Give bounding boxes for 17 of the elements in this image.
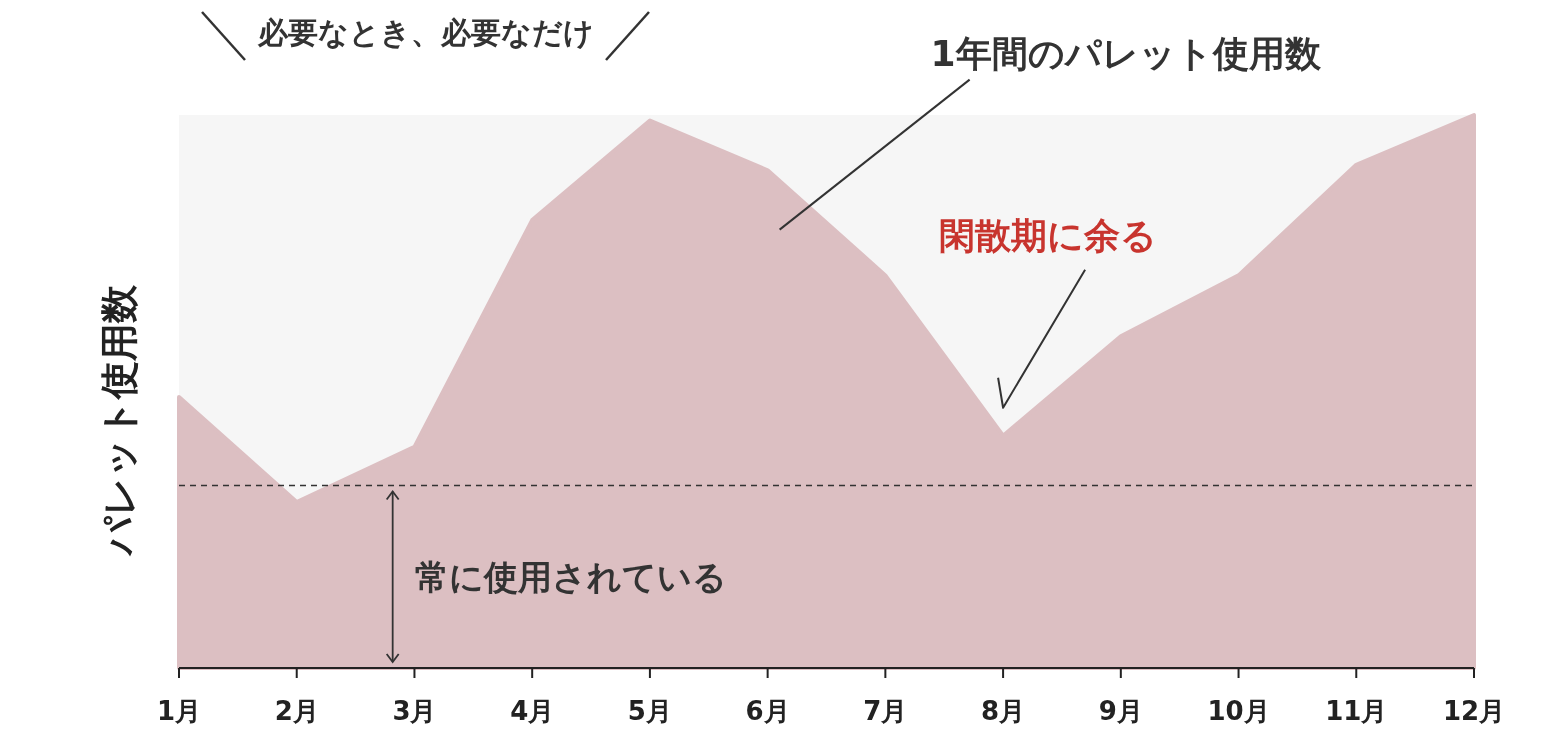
ref-line-label: 常に使用されている (414, 556, 727, 597)
x-tick-label: 8月 (981, 696, 1026, 726)
x-tick-label: 1月 (156, 696, 202, 726)
x-tick-label: 3月 (392, 696, 437, 726)
x-tick-label: 2月 (274, 696, 319, 726)
x-tick-label: 7月 (863, 696, 908, 726)
x-tick-label: 6月 (745, 696, 790, 726)
x-tick-label: 10月 (1207, 696, 1270, 726)
annotation: 閑散期に余る (939, 214, 1158, 256)
x-tick-label: 12月 (1442, 696, 1506, 726)
chart-title: 必要なとき、必要なだけ (257, 15, 594, 50)
text: 1年間のパレット使用数 (930, 32, 1322, 74)
x-tick-label: 4月 (510, 696, 555, 726)
x-tick-label: 9月 (1098, 696, 1143, 726)
x-tick-label: 5月 (627, 696, 672, 726)
y-axis-title: パレット使用数 (97, 283, 141, 557)
x-tick-label: 11月 (1325, 696, 1388, 726)
